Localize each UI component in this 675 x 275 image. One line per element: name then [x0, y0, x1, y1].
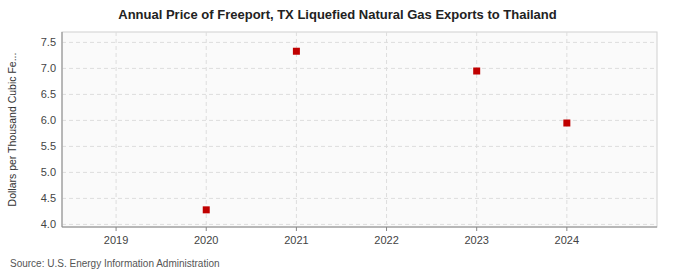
x-tick-mark — [386, 227, 387, 231]
point — [293, 48, 300, 55]
y-grid-line — [62, 42, 657, 43]
x-tick-mark — [206, 227, 207, 231]
y-tick-label: 7.0 — [41, 62, 56, 74]
x-tick-label: 2023 — [464, 234, 488, 246]
x-grid-line — [476, 32, 477, 227]
source-note: Source: U.S. Energy Information Administ… — [10, 258, 220, 269]
title: Annual Price of Freeport, TX Liquefied N… — [118, 7, 557, 22]
x-tick-mark — [296, 227, 297, 231]
x-grid-line — [386, 32, 387, 227]
x-axis: 2019 2020 2021 2022 2023 2024 — [104, 32, 579, 246]
y-tick-label: 6.0 — [41, 114, 56, 126]
x-tick-mark — [476, 227, 477, 231]
x-tick-label: 2021 — [284, 234, 308, 246]
y-tick-label: 6.5 — [41, 88, 56, 100]
y-tick-label: 4.5 — [41, 192, 56, 204]
x-tick-label: 2019 — [104, 234, 128, 246]
y-axis-label: Dollars per Thousand Cubic Fe... — [6, 53, 18, 207]
points — [203, 48, 571, 214]
y-grid-line — [62, 172, 657, 173]
x-tick-label: 2020 — [194, 234, 218, 246]
y-grid-line — [62, 68, 657, 69]
point — [563, 120, 570, 127]
y-grid-line — [62, 198, 657, 199]
x-tick-label: 2024 — [555, 234, 579, 246]
point — [203, 206, 210, 213]
y-axis-line — [62, 32, 63, 227]
chart-svg: 4.0 4.5 5.0 5.5 6.0 6.5 7.0 7.5 2019 2020 2021 2022… — [0, 0, 675, 275]
y-tick-label: 7.5 — [41, 36, 56, 48]
x-grid-line — [296, 32, 297, 227]
y-axis: 4.0 4.5 5.0 5.5 6.0 6.5 7.0 7.5 — [41, 36, 657, 230]
x-grid-line — [116, 32, 117, 227]
y-tick-label: 5.5 — [41, 140, 56, 152]
y-grid-line — [62, 224, 657, 225]
chart-container: 4.0 4.5 5.0 5.5 6.0 6.5 7.0 7.5 2019 2020 2021 2022… — [0, 0, 675, 275]
point — [473, 68, 480, 75]
y-grid-line — [62, 146, 657, 147]
x-axis-line — [62, 227, 657, 228]
x-grid-line — [206, 32, 207, 227]
plot-area — [62, 32, 657, 227]
x-tick-mark — [116, 227, 117, 231]
y-tick-label: 4.0 — [41, 218, 56, 230]
y-grid-line — [62, 94, 657, 95]
x-tick-mark — [566, 227, 567, 231]
x-grid-line — [566, 32, 567, 227]
x-tick-label: 2022 — [374, 234, 398, 246]
y-tick-label: 5.0 — [41, 166, 56, 178]
